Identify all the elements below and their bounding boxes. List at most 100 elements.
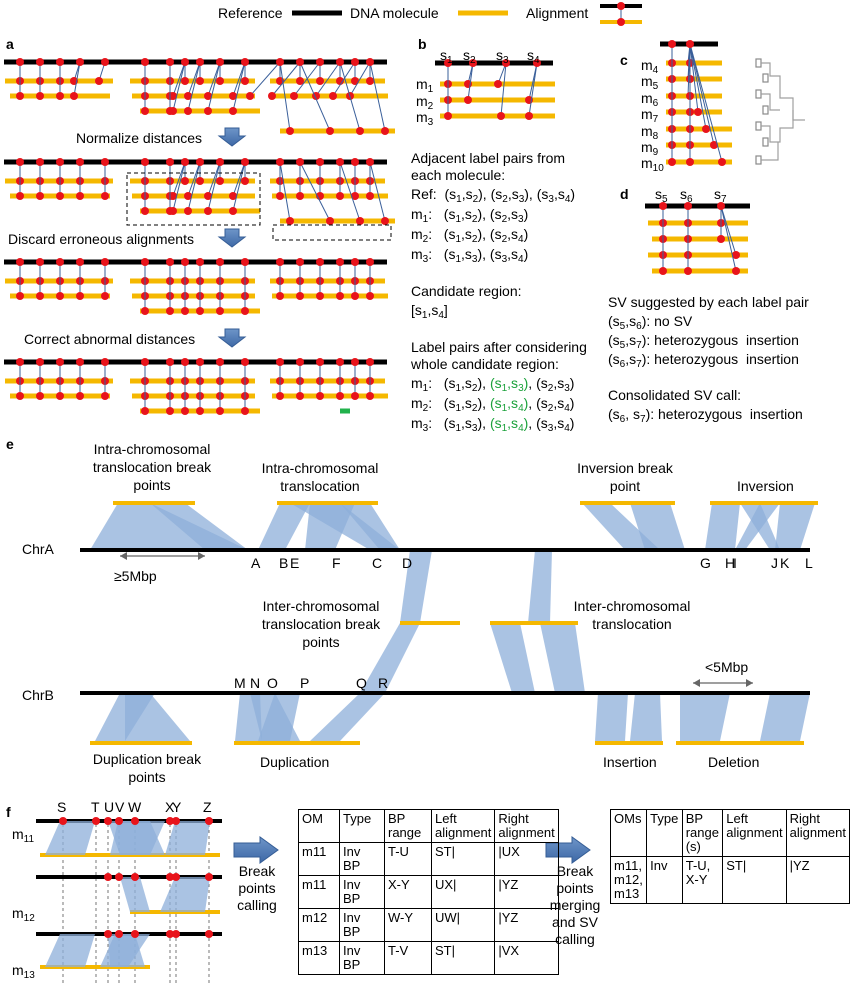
label-dot (101, 392, 109, 400)
label-dot (216, 358, 224, 366)
alignment-band (775, 503, 815, 550)
legend-dna-molecule-label: DNA molecule (350, 5, 439, 21)
legend-glyphs (292, 2, 642, 26)
label-dot (351, 358, 359, 366)
label-intra-bp: Intra-chromosomal translocation break po… (92, 441, 212, 493)
label-deletion: Deletion (708, 754, 760, 770)
panel-label-b: b (418, 36, 427, 52)
tree-node (762, 137, 769, 147)
after-heading-1: Label pairs after considering (411, 339, 587, 355)
label-dot (356, 217, 364, 225)
label-dot (296, 58, 304, 66)
alignment-line (207, 161, 221, 212)
chrA-letter: H (725, 555, 736, 571)
site-s2: s2 (463, 47, 476, 66)
table-row: m12 Inv BP W-Y UW| |YZ (298, 908, 559, 942)
label-dot (351, 58, 359, 66)
label-dot (366, 58, 374, 66)
label-dot (351, 258, 359, 266)
label-dot (101, 258, 109, 266)
label-dot (205, 930, 213, 938)
alignment-band (120, 877, 150, 912)
panel-c-drawing (660, 40, 805, 166)
label-dot (181, 258, 189, 266)
alignment-band (630, 503, 685, 550)
label-dot (533, 59, 541, 67)
label-dot (336, 192, 344, 200)
tree-branch (761, 93, 780, 111)
label-dot (131, 873, 139, 881)
site-s3: s3 (496, 47, 509, 66)
site-s4: s4 (527, 47, 540, 66)
label-dot (276, 58, 284, 66)
alignment-band (45, 934, 95, 967)
tree-node (762, 73, 769, 83)
molecule-m9: m9 (641, 139, 659, 158)
alignment-line (249, 61, 281, 97)
label-dot (141, 107, 149, 115)
pairs-row-ref: Ref: (s1,s2), (s2,s3), (s3,s4) (411, 186, 576, 205)
label-dot (296, 358, 304, 366)
label-dot (36, 392, 44, 400)
sv-table-header-1: Type (646, 809, 683, 857)
label-dot (196, 258, 204, 266)
range-arrowhead (198, 552, 205, 560)
table-cell: ST| (430, 941, 496, 975)
arrow-label-break-points-calling: Break points calling (237, 863, 277, 913)
label-dot (710, 141, 718, 149)
alignment-line (187, 61, 201, 97)
table-cell: UW| (430, 908, 496, 942)
table-cell: m13 (298, 941, 340, 975)
tree-branch (761, 142, 779, 161)
label-dot (56, 158, 64, 166)
sv-row-s5-s6: (s5,s6): no SV (608, 313, 693, 332)
label-dot (204, 107, 212, 115)
label-dot (56, 92, 64, 100)
label-dot (76, 292, 84, 300)
after-row-m2: m2: (s1,s2), (s1,s4), (s2,s4) (411, 395, 575, 414)
alignment-line (369, 161, 386, 222)
label-dot (502, 59, 510, 67)
label-dot (204, 192, 212, 200)
process-arrow (233, 836, 279, 864)
label-dot (229, 92, 237, 100)
pairs-row-m1: m1: (s1,s2), (s2,s3) (411, 206, 529, 225)
alignment-band (595, 693, 628, 741)
alignment-line (339, 161, 361, 222)
table-cell: |YZ (494, 908, 559, 942)
panel-f-letter: Z (203, 799, 212, 815)
table-row: m13 Inv BP T-V ST| |VX (298, 941, 559, 975)
alignment-band (582, 503, 660, 550)
consolidated-heading: Consolidated SV call: (608, 387, 742, 403)
chrB-letter: Q (356, 675, 367, 691)
label-dot (351, 192, 359, 200)
label-dot (494, 80, 502, 88)
label-lt5mbp: <5Mbp (705, 659, 749, 675)
label-dot (166, 258, 174, 266)
table-cell: ST| (722, 856, 787, 904)
label-dot (296, 258, 304, 266)
table-cell: Inv BP (339, 842, 385, 876)
label-dot (115, 817, 123, 825)
label-intra: Intra-chromosomal translocation (261, 460, 379, 494)
label-dot (276, 392, 284, 400)
label-dot (101, 158, 109, 166)
label-dot (718, 158, 726, 166)
label-dot (141, 407, 149, 415)
label-dot (351, 77, 359, 85)
label-dot (296, 158, 304, 166)
label-dot (469, 59, 477, 67)
label-dot (115, 930, 123, 938)
alignment-band (258, 693, 300, 741)
label-dot (668, 40, 676, 48)
label-dot (166, 58, 174, 66)
label-dot (216, 158, 224, 166)
label-dot (36, 192, 44, 200)
label-dot (356, 127, 364, 135)
site-s6: s6 (680, 186, 693, 205)
label-dot (286, 127, 294, 135)
label-dot (296, 392, 304, 400)
table-cell: m11, m12, m13 (609, 856, 648, 904)
label-dot (56, 192, 64, 200)
label-dot (205, 873, 213, 881)
